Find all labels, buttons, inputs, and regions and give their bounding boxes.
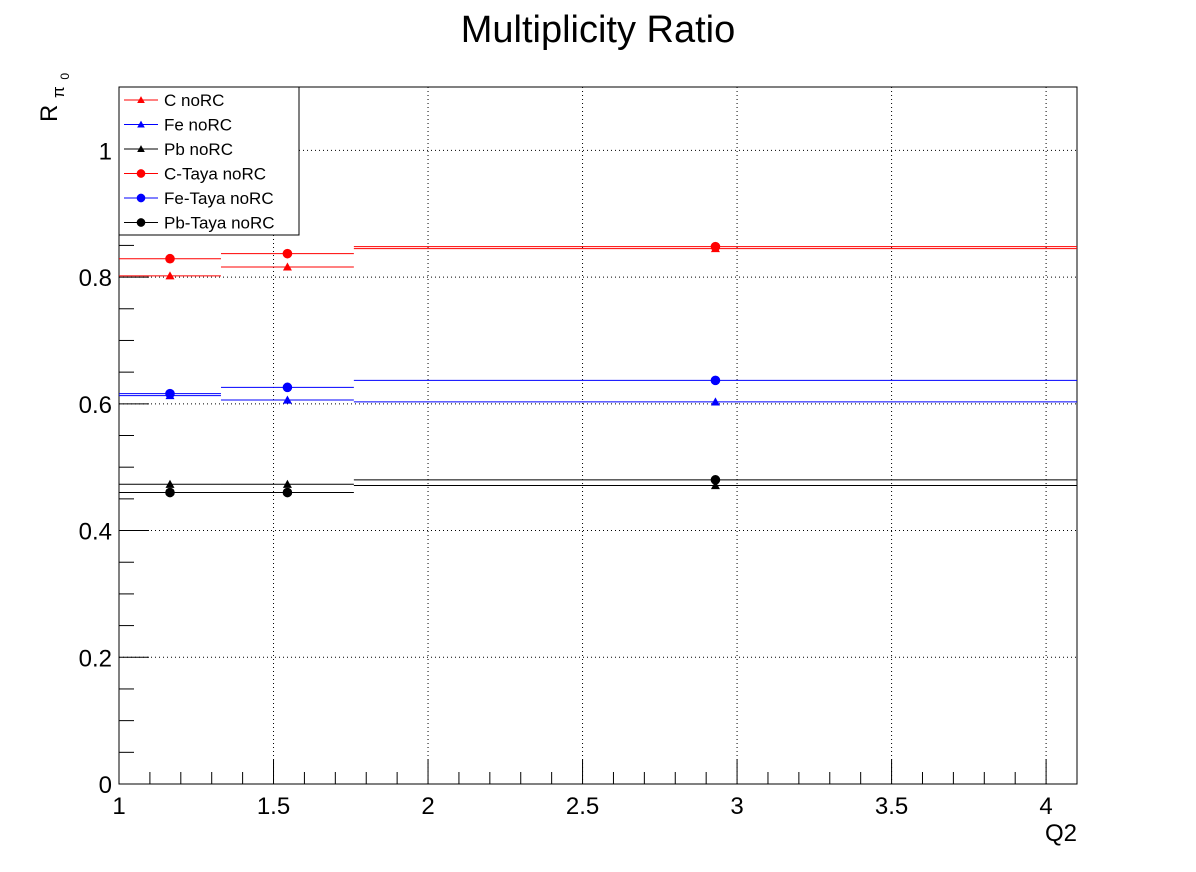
x-tick-label: 2: [421, 793, 434, 820]
x-axis-label: Q2: [1045, 820, 1077, 847]
legend-marker: [136, 193, 146, 203]
y-tick-label: 0.2: [79, 645, 112, 672]
x-tick-label: 2.5: [566, 793, 599, 820]
legend-label: C-Taya noRC: [164, 165, 266, 184]
grid-layer: [119, 87, 1077, 784]
legend-marker: [137, 120, 145, 128]
legend-item: Pb noRC: [124, 140, 233, 159]
legend-marker: [137, 96, 145, 104]
legend-item: Fe-Taya noRC: [124, 189, 274, 208]
series-pb-norc: [119, 479, 1077, 490]
data-point: [282, 248, 293, 259]
legend-item: Fe noRC: [124, 116, 232, 135]
legend-label: Pb-Taya noRC: [164, 214, 275, 233]
data-point: [710, 481, 720, 490]
x-tick-label: 4: [1039, 793, 1052, 820]
data-point: [282, 487, 293, 498]
data-point: [710, 475, 721, 485]
data-point: [282, 262, 292, 271]
y-axis-label-sub: π: [49, 86, 68, 98]
legend-label: Fe noRC: [164, 116, 232, 135]
y-tick-label: 0.8: [79, 265, 112, 292]
legend-box: [118, 86, 300, 236]
data-point: [282, 479, 292, 488]
y-axis-label: R π 0: [36, 73, 72, 122]
x-tick-label: 1: [112, 793, 125, 820]
y-tick-label: 0.4: [79, 519, 112, 546]
x-tick-label: 1.5: [257, 793, 290, 820]
data-point: [165, 479, 175, 488]
legend-label: Pb noRC: [164, 140, 233, 159]
data-point: [165, 388, 175, 399]
chart-title: Multiplicity Ratio: [461, 9, 736, 51]
y-tick-label: 0.6: [79, 392, 112, 419]
svg-text:R π 0: R π 0: [36, 73, 72, 122]
series-c-taya-norc: [119, 241, 1077, 264]
series-fe-taya-norc: [119, 375, 1077, 399]
x-tick-label: 3: [730, 793, 743, 820]
series-layer: [119, 241, 1077, 498]
legend-label: C noRC: [164, 91, 224, 110]
legend-marker: [136, 218, 146, 227]
series-c-norc: [119, 244, 1077, 280]
legend-item: C noRC: [124, 91, 224, 110]
legend-item: C-Taya noRC: [124, 165, 266, 184]
data-point: [710, 397, 720, 406]
legend-label: Fe-Taya noRC: [164, 189, 274, 208]
y-axis-label-main: R: [36, 105, 63, 122]
y-tick-label: 0: [99, 772, 112, 799]
data-point: [165, 253, 175, 264]
legend-item: Pb-Taya noRC: [124, 214, 275, 233]
data-point: [710, 375, 721, 386]
data-point: [165, 487, 175, 498]
data-point: [282, 395, 292, 404]
legend-marker: [137, 145, 145, 153]
data-point: [282, 382, 293, 393]
x-tick-label: 3.5: [875, 793, 908, 820]
legend: C noRC Fe noRC Pb noRC C-Taya noRC Fe-Taya n…: [118, 86, 300, 236]
series-fe-norc: [119, 391, 1077, 406]
y-axis-label-subsub: 0: [58, 73, 72, 80]
series-pb-taya-norc: [119, 475, 1077, 498]
legend-marker: [136, 169, 146, 178]
data-point: [710, 241, 721, 252]
y-tick-label: 1: [99, 138, 112, 165]
data-point: [165, 271, 175, 280]
axes-layer: 1 1.5 2 2.5 3 3.5 4 0 0.2 0.4 0.6 0.8 1: [79, 118, 1053, 820]
